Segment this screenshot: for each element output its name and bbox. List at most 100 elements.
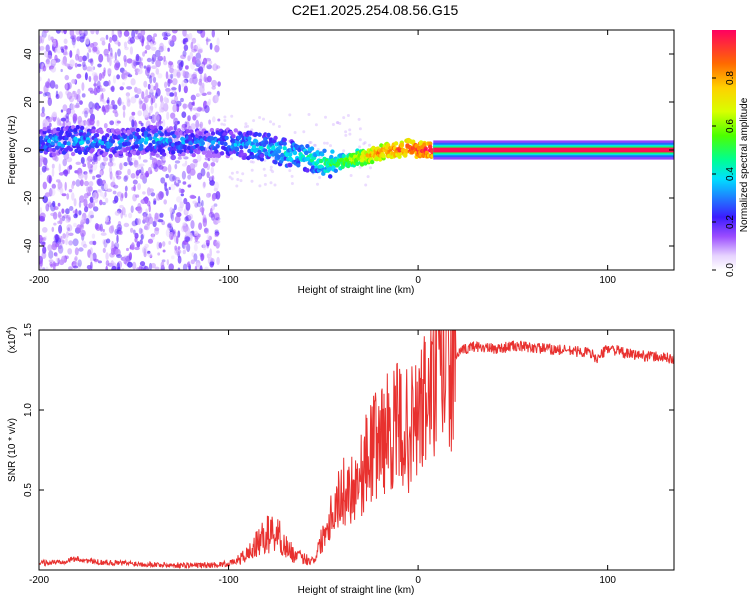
spectrogram-noise-speck [249,160,253,164]
spectrogram-ridge-point [255,142,260,147]
spectrogram-ridge-point [70,151,76,157]
spectrogram-noise-speck [109,36,113,43]
spectrogram-noise-speck [64,83,71,91]
spectrogram-noise-speck [230,114,234,118]
spectrogram-ridge-point [51,147,56,153]
spectrogram-ridge-point [47,138,52,144]
spectrogram-noise-speck [187,115,191,122]
spectrogram-noise-speck [217,118,221,122]
spectrogram-noise-speck [168,186,171,190]
spectrogram-noise-speck [307,113,311,116]
spectrogram-noise-speck [122,104,126,111]
snr-panel: -200 -100 0 100 0.5 1.0 1.5 Height of straigh… [6,323,675,596]
spectrogram-noise-speck [54,47,58,53]
snr-series-line [39,330,674,569]
spectrogram-noise-speck [269,165,273,169]
spectrogram-noise-speck [50,263,53,268]
spectrogram-ridge-point [422,142,427,147]
spectrogram-noise-speck [117,266,121,270]
spectrogram-noise-speck [90,30,95,35]
spectrogram-noise-speck [111,105,115,110]
spectrogram-noise-speck [171,98,175,104]
spectrogram-noise-speck [72,265,79,269]
spectrogram-noise-speck [45,203,50,212]
spectrogram-noise-speck [189,194,196,199]
spectrogram-noise-speck [181,170,186,180]
spectrogram-noise-speck [167,164,172,173]
spectrogram-ridge-point [355,161,360,166]
spectrogram-noise-speck [134,246,140,251]
spectrogram-noise-speck [263,158,267,162]
spectrogram-noise-speck [172,175,177,181]
spectrogram-noise-speck [235,184,239,188]
spectrogram-ridge-point [276,154,282,160]
spectrogram-noise-speck [68,164,73,170]
spectrogram-ridge-point [428,141,433,146]
spectrogram-noise-speck [82,243,88,249]
spectrogram-ridge-point [271,152,276,157]
spectrogram-noise-speck [192,114,197,121]
spectrogram-noise-speck [136,218,141,226]
spectrogram-ridge-point [198,131,203,136]
spectrogram-ridge-point [182,144,187,150]
spectrogram-noise-speck [262,117,265,121]
spectrogram-noise-speck [150,46,157,51]
spectrogram-noise-speck [194,112,199,119]
spectrogram-ridge-point [186,145,192,151]
spectrogram-noise-speck [123,30,130,37]
spectrogram-ridge-point [114,146,119,151]
spectrogram-ridge-point [80,125,85,131]
spectrogram-noise-speck [165,173,169,179]
spectrogram-noise-speck [143,251,147,258]
spectrogram-noise-speck [199,252,204,257]
spectrogram-noise-speck [68,189,73,193]
spectrogram-noise-speck [151,65,157,69]
spectrogram-noise-speck [96,49,100,55]
spectrogram-ridge-point [282,141,287,146]
spectrogram-noise-speck [136,169,140,176]
spectrogram-noise-speck [190,259,195,265]
spectrogram-ridge-point [118,142,124,147]
spectrogram-ridge-point [223,141,228,147]
spectrogram-noise-speck [41,165,47,173]
spectrogram-noise-speck [81,82,85,91]
spectrogram-noise-speck [144,243,149,249]
spectrogram-noise-speck [169,207,173,214]
spectrogram-noise-speck [55,30,61,34]
spectrogram-noise-speck [127,261,133,268]
spectrogram-noise-speck [145,89,149,97]
spectrogram-noise-speck [106,99,110,104]
spectrogram-noise-speck [329,144,332,148]
spectrogram-noise-speck [162,241,166,247]
spectrogram-noise-speck [318,176,322,179]
spectrogram-noise-speck [116,254,122,259]
spectrogram-noise-speck [48,34,51,41]
spectrogram-ridge-point [409,150,415,155]
spectrogram-noise-speck [107,105,111,112]
spectrogram-ridge-point [233,128,238,133]
spectrogram-noise-speck [130,78,136,86]
spectrogram-ridge-point [250,154,255,160]
spectrogram-noise-speck [171,87,177,91]
spectrogram-tone-band [433,147,674,153]
spectrogram-noise-speck [158,55,163,60]
spectrogram-noise-speck [92,66,96,70]
spectrogram-noise-speck [162,249,166,253]
spectrogram-ridge-point [273,135,278,141]
spectrogram-noise-speck [184,216,189,222]
spectrogram-noise-speck [177,156,182,160]
spectrogram-noise-speck [146,57,152,63]
spectrogram-noise-speck [209,261,215,266]
spectrogram-noise-speck [271,170,275,174]
y-tick-label: 20 [23,96,34,108]
spectrogram-noise-speck [134,61,141,66]
spectrogram-noise-speck [71,34,77,43]
x-tick-label: 0 [415,275,421,286]
spectrogram-noise-speck [192,200,197,204]
spectrogram-noise-speck [45,44,50,52]
spectrogram-noise-speck [190,220,195,229]
spectrogram-noise-speck [134,120,137,127]
spectrogram-noise-speck [183,85,188,94]
spectrogram-noise-speck [42,65,47,72]
spectrogram-noise-speck [187,73,194,79]
